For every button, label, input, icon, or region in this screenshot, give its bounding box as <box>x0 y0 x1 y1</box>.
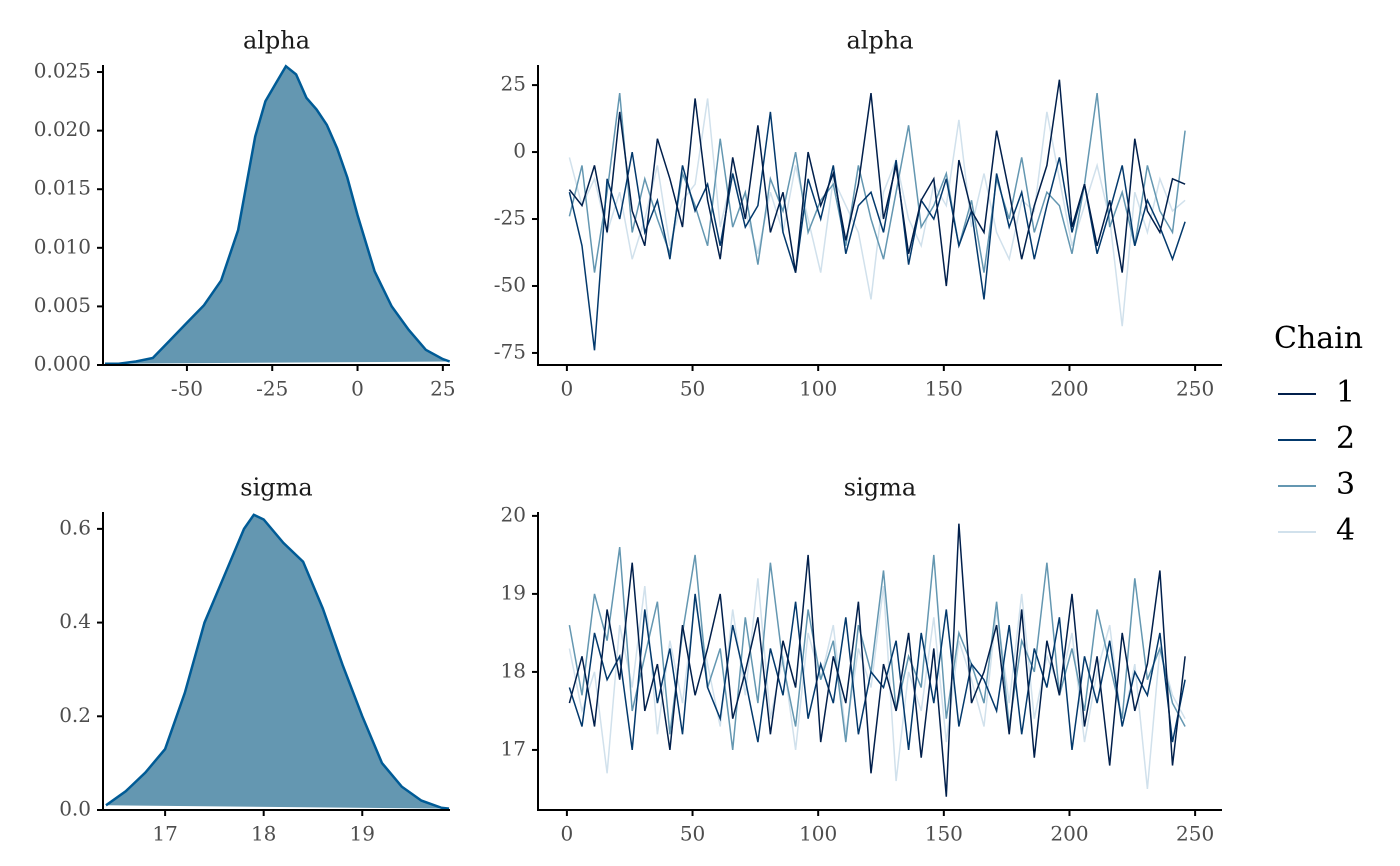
x-tick-label: 250 <box>1176 377 1214 401</box>
y-tick-label: 0.020 <box>34 117 91 141</box>
panel-title: alpha <box>846 27 913 55</box>
y-tick-label: 19 <box>501 580 526 604</box>
x-tick-label: 250 <box>1176 822 1214 846</box>
x-tick-label: 200 <box>1050 377 1088 401</box>
y-tick-label: -50 <box>494 272 526 296</box>
x-tick-label: 25 <box>430 377 455 401</box>
x-tick-label: 200 <box>1050 822 1088 846</box>
y-tick-label: 0.2 <box>59 703 91 727</box>
x-tick-label: 0 <box>561 377 574 401</box>
y-tick-label: 0.015 <box>34 176 91 200</box>
trace-line <box>568 593 1186 750</box>
x-tick-label: 0 <box>351 377 364 401</box>
legend-label: 3 <box>1336 467 1355 502</box>
y-tick-label: 0.010 <box>34 234 91 258</box>
trace-line <box>568 578 1186 789</box>
density-curve <box>105 64 451 366</box>
x-tick-label: 100 <box>799 377 837 401</box>
y-tick-label: 0.6 <box>59 515 91 539</box>
panel-title: alpha <box>243 27 310 55</box>
y-tick-label: 25 <box>501 72 526 96</box>
x-tick-label: 150 <box>925 377 963 401</box>
x-tick-label: 18 <box>251 822 276 846</box>
legend-label: 1 <box>1336 375 1355 410</box>
y-tick-label: 0.0 <box>59 797 91 821</box>
y-tick-label: -75 <box>494 339 526 363</box>
x-tick-label: 150 <box>925 822 963 846</box>
y-tick-label: 17 <box>501 736 526 760</box>
y-tick-label: 18 <box>501 658 526 682</box>
y-tick-label: 0.005 <box>34 293 91 317</box>
trace-line <box>568 79 1186 287</box>
x-tick-label: 100 <box>799 822 837 846</box>
y-tick-label: 20 <box>501 502 526 526</box>
panel-title: sigma <box>844 474 916 502</box>
density-curve <box>105 513 450 810</box>
x-tick-label: 19 <box>350 822 375 846</box>
y-tick-label: 0.000 <box>34 352 91 376</box>
x-tick-label: 17 <box>152 822 177 846</box>
y-tick-label: -25 <box>494 206 526 230</box>
y-tick-label: 0 <box>513 139 526 163</box>
legend-label: 2 <box>1336 421 1355 456</box>
x-tick-label: 50 <box>680 377 705 401</box>
x-tick-label: -50 <box>171 377 203 401</box>
trace-line <box>568 523 1186 797</box>
x-tick-label: 50 <box>680 822 705 846</box>
x-tick-label: -25 <box>256 377 288 401</box>
legend-label: 4 <box>1336 513 1355 548</box>
y-tick-label: 0.4 <box>59 609 91 633</box>
x-tick-label: 0 <box>561 822 574 846</box>
panel-title: sigma <box>240 474 312 502</box>
legend-title: Chain <box>1274 321 1363 356</box>
y-tick-label: 0.025 <box>34 59 91 83</box>
